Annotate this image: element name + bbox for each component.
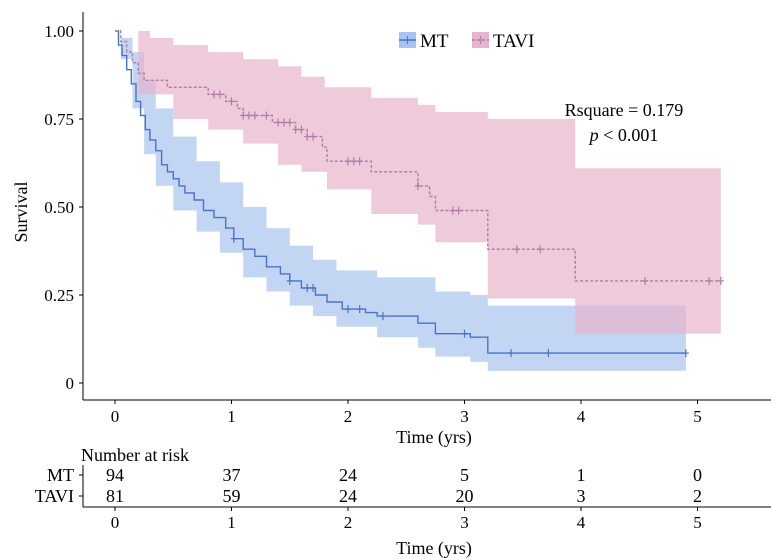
p-value-text: < 0.001 bbox=[599, 125, 659, 145]
censor-mark-mt bbox=[545, 349, 552, 358]
p-value-label: p < 0.001 bbox=[588, 125, 659, 145]
risk-row-tavi: TAVI 81 59 24 20 3 2 bbox=[35, 486, 702, 506]
censor-mark-tavi bbox=[513, 245, 520, 254]
risk-x-axis-label: Time (yrs) bbox=[396, 538, 472, 559]
risk-value: 94 bbox=[106, 465, 124, 485]
x-ticks: 0 1 2 3 4 5 bbox=[111, 400, 702, 426]
risk-row-label-tavi: TAVI bbox=[35, 486, 74, 506]
y-tick-label: 0.75 bbox=[44, 110, 74, 129]
risk-value: 1 bbox=[577, 465, 586, 485]
censor-mark-tavi bbox=[292, 125, 299, 134]
censor-mark-tavi bbox=[251, 111, 258, 120]
survival-curves bbox=[115, 30, 721, 354]
censor-mark-tavi bbox=[211, 90, 218, 99]
risk-value: 24 bbox=[339, 486, 357, 506]
legend-item-tavi: TAVI bbox=[472, 31, 534, 52]
censor-mark-tavi bbox=[350, 157, 357, 166]
censor-marks bbox=[211, 90, 724, 358]
censor-mark-tavi bbox=[263, 111, 270, 120]
rsquare-label: Rsquare = 0.179 bbox=[565, 100, 684, 120]
risk-row-label-mt: MT bbox=[47, 465, 74, 485]
censor-mark-tavi bbox=[455, 206, 462, 215]
risk-x-tick-label: 5 bbox=[693, 513, 702, 532]
censor-mark-mt bbox=[356, 305, 363, 314]
censor-mark-tavi bbox=[642, 276, 649, 285]
risk-value: 2 bbox=[693, 486, 702, 506]
censor-mark-tavi bbox=[310, 132, 317, 141]
x-tick-label: 0 bbox=[111, 407, 120, 426]
censor-mark-tavi bbox=[228, 97, 235, 106]
y-tick-label: 1.00 bbox=[44, 22, 74, 41]
censor-mark-tavi bbox=[304, 132, 311, 141]
censor-mark-mt bbox=[310, 283, 317, 292]
risk-value: 0 bbox=[693, 465, 702, 485]
legend-label-tavi: TAVI bbox=[493, 31, 534, 52]
survival-line-mt bbox=[115, 30, 686, 354]
censor-mark-tavi bbox=[345, 157, 351, 166]
censor-mark-mt bbox=[230, 234, 237, 243]
risk-x-tick-label: 4 bbox=[577, 513, 586, 532]
risk-value: 24 bbox=[339, 465, 357, 485]
censor-mark-tavi bbox=[449, 206, 456, 215]
x-tick-label: 5 bbox=[693, 407, 702, 426]
censor-mark-tavi bbox=[356, 157, 363, 166]
legend-item-mt: MT bbox=[399, 31, 449, 52]
risk-value: 81 bbox=[106, 486, 124, 506]
risk-x-tick-label: 0 bbox=[111, 513, 120, 532]
risk-value: 3 bbox=[577, 486, 586, 506]
p-symbol: p bbox=[588, 125, 599, 145]
y-tick-label: 0.50 bbox=[44, 198, 74, 217]
x-axis-label: Time (yrs) bbox=[396, 427, 472, 448]
y-tick-label: 0 bbox=[66, 374, 75, 393]
censor-mark-tavi bbox=[245, 111, 252, 120]
km-plot: 0 0.25 0.50 0.75 1.00 0 1 2 3 4 5 Time (yrs) Surv… bbox=[11, 12, 771, 448]
y-tick-label: 0.25 bbox=[44, 286, 74, 305]
censor-mark-tavi bbox=[286, 118, 293, 127]
x-tick-label: 4 bbox=[577, 407, 586, 426]
censor-mark-mt bbox=[286, 276, 293, 285]
censor-mark-mt bbox=[379, 312, 386, 321]
censor-mark-tavi bbox=[275, 118, 282, 127]
x-tick-label: 2 bbox=[344, 407, 353, 426]
x-tick-label: 3 bbox=[460, 407, 469, 426]
risk-value: 5 bbox=[460, 465, 469, 485]
censor-mark-tavi bbox=[298, 125, 305, 134]
risk-value: 20 bbox=[456, 486, 474, 506]
legend: MT TAVI bbox=[399, 31, 534, 52]
risk-x-tick-label: 2 bbox=[344, 513, 353, 532]
risk-value: 37 bbox=[223, 465, 241, 485]
risk-x-tick-label: 1 bbox=[227, 513, 236, 532]
censor-mark-mt bbox=[508, 349, 515, 358]
censor-mark-tavi bbox=[717, 276, 724, 285]
censor-mark-mt bbox=[682, 349, 689, 358]
censor-mark-tavi bbox=[537, 245, 544, 254]
risk-rows: MT 94 37 24 5 1 0 TAVI 81 59 24 20 3 2 bbox=[35, 465, 702, 506]
censor-mark-tavi bbox=[280, 118, 287, 127]
x-tick-label: 1 bbox=[227, 407, 236, 426]
censor-mark-tavi bbox=[414, 181, 421, 190]
censor-mark-mt bbox=[461, 329, 468, 338]
risk-x-ticks: 0 1 2 3 4 5 bbox=[111, 507, 702, 532]
legend-label-mt: MT bbox=[420, 31, 449, 52]
risk-value: 59 bbox=[223, 486, 241, 506]
risk-table-title: Number at risk bbox=[81, 445, 189, 465]
censor-mark-tavi bbox=[706, 276, 713, 285]
y-axis-label: Survival bbox=[11, 182, 31, 243]
censor-mark-tavi bbox=[240, 111, 247, 120]
censor-mark-mt bbox=[345, 305, 351, 314]
censor-mark-mt bbox=[304, 283, 311, 292]
y-ticks: 0 0.25 0.50 0.75 1.00 bbox=[44, 22, 83, 393]
censor-mark-tavi bbox=[216, 90, 223, 99]
ci-band-mt bbox=[115, 31, 686, 371]
risk-x-tick-label: 3 bbox=[460, 513, 469, 532]
risk-row-mt: MT 94 37 24 5 1 0 bbox=[47, 465, 702, 485]
